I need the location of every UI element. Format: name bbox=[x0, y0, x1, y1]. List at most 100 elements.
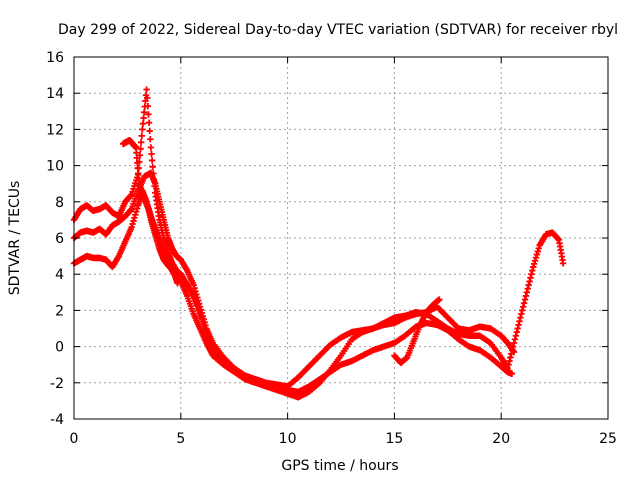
data-point-fill bbox=[534, 248, 542, 255]
data-point-fill bbox=[509, 343, 517, 350]
data-point-fill bbox=[200, 315, 207, 323]
data-point-fill bbox=[514, 325, 521, 332]
data-point-fill bbox=[508, 350, 515, 358]
data-point-fill bbox=[197, 306, 205, 314]
data-point-fill bbox=[508, 347, 516, 354]
y-tick-label: 8 bbox=[55, 195, 64, 211]
data-point-fill bbox=[201, 319, 208, 326]
data-point-fill bbox=[515, 321, 522, 329]
x-tick-label: 0 bbox=[70, 431, 79, 447]
y-tick-label: 12 bbox=[46, 122, 64, 138]
x-axis-label: GPS time / hours bbox=[281, 458, 398, 474]
data-point-fill bbox=[147, 136, 154, 143]
grid bbox=[74, 57, 608, 419]
data-point-fill bbox=[525, 281, 532, 289]
data-point bbox=[147, 144, 155, 151]
y-tick-label: 6 bbox=[55, 231, 64, 247]
data-point bbox=[510, 339, 518, 347]
data-point-fill bbox=[198, 309, 206, 317]
data-point-fill bbox=[519, 303, 527, 310]
data-point-fill bbox=[193, 291, 200, 298]
y-axis-label: SDTVAR / TECUs bbox=[7, 181, 23, 296]
data-point-fill bbox=[511, 336, 519, 343]
data-point bbox=[196, 303, 204, 310]
series-track-d bbox=[119, 137, 443, 367]
y-tick-label: 0 bbox=[55, 340, 64, 356]
data-point-fill bbox=[138, 132, 145, 140]
data-point-fill bbox=[518, 310, 525, 318]
data-point-fill bbox=[521, 296, 529, 303]
data-point-fill bbox=[148, 150, 155, 158]
data-point-fill bbox=[519, 307, 526, 314]
data-point bbox=[530, 263, 537, 271]
data-point-fill bbox=[127, 192, 134, 199]
data-point-fill bbox=[512, 332, 520, 339]
data-point bbox=[559, 260, 567, 267]
data-point-fill bbox=[527, 274, 534, 282]
data-point-fill bbox=[528, 271, 535, 278]
data-point-fill bbox=[199, 312, 206, 320]
data-point-fill bbox=[526, 278, 533, 285]
data-point-fill bbox=[133, 205, 141, 212]
data-point-fill bbox=[195, 300, 203, 307]
data-point-fill bbox=[140, 109, 148, 116]
data-point-fill bbox=[146, 127, 153, 135]
data-points bbox=[70, 86, 567, 401]
data-point-fill bbox=[507, 354, 514, 361]
data-point-fill bbox=[132, 211, 139, 218]
x-tick-label: 25 bbox=[599, 431, 617, 447]
data-point-fill bbox=[130, 217, 137, 225]
y-tick-label: 16 bbox=[46, 50, 64, 66]
tick-marks bbox=[73, 56, 609, 420]
chart-title: Day 299 of 2022, Sidereal Day-to-day VTE… bbox=[58, 22, 618, 38]
data-point bbox=[523, 289, 531, 296]
data-point-fill bbox=[148, 157, 156, 164]
data-point-fill bbox=[516, 318, 523, 325]
data-point-fill bbox=[144, 102, 152, 110]
data-point-fill bbox=[505, 361, 512, 368]
y-tick-label: 10 bbox=[46, 159, 64, 175]
y-tick-label: 14 bbox=[46, 86, 64, 102]
data-point bbox=[143, 86, 150, 93]
data-point-fill bbox=[202, 322, 209, 329]
x-tick-label: 5 bbox=[176, 431, 185, 447]
data-point-fill bbox=[139, 120, 147, 127]
data-point-fill bbox=[194, 294, 201, 301]
y-tick-label: -4 bbox=[50, 412, 64, 428]
data-point-fill bbox=[137, 139, 145, 146]
data-point-fill bbox=[145, 119, 153, 126]
x-tick-label: 10 bbox=[279, 431, 297, 447]
data-point-fill bbox=[535, 245, 542, 252]
data-point bbox=[508, 370, 516, 377]
y-tick-label: -2 bbox=[50, 376, 64, 392]
y-tick-label: 4 bbox=[55, 267, 64, 283]
data-point-fill bbox=[529, 267, 536, 274]
data-point-fill bbox=[530, 260, 538, 268]
data-point-fill bbox=[131, 214, 138, 222]
data-point-fill bbox=[506, 357, 513, 365]
data-point-fill bbox=[137, 145, 144, 152]
data-point-fill bbox=[145, 111, 152, 118]
data-point-fill bbox=[554, 235, 562, 242]
data-point bbox=[174, 280, 181, 287]
data-point-fill bbox=[144, 94, 151, 102]
data-point-fill bbox=[513, 328, 520, 336]
data-point bbox=[436, 296, 443, 303]
data-point-fill bbox=[520, 299, 528, 307]
data-point bbox=[139, 126, 146, 133]
data-point-fill bbox=[133, 208, 140, 215]
data-point-fill bbox=[140, 114, 147, 122]
x-tick-label: 20 bbox=[492, 431, 510, 447]
data-point-fill bbox=[522, 292, 530, 300]
data-point-fill bbox=[194, 297, 202, 304]
data-point-fill bbox=[127, 206, 134, 214]
data-point-fill bbox=[531, 257, 539, 264]
data-point-fill bbox=[149, 163, 156, 171]
data-point-fill bbox=[532, 254, 540, 261]
data-point bbox=[517, 314, 524, 321]
data-point bbox=[128, 223, 135, 231]
data-point-fill bbox=[191, 284, 198, 292]
x-tick-label: 15 bbox=[385, 431, 403, 447]
data-point bbox=[190, 281, 197, 289]
